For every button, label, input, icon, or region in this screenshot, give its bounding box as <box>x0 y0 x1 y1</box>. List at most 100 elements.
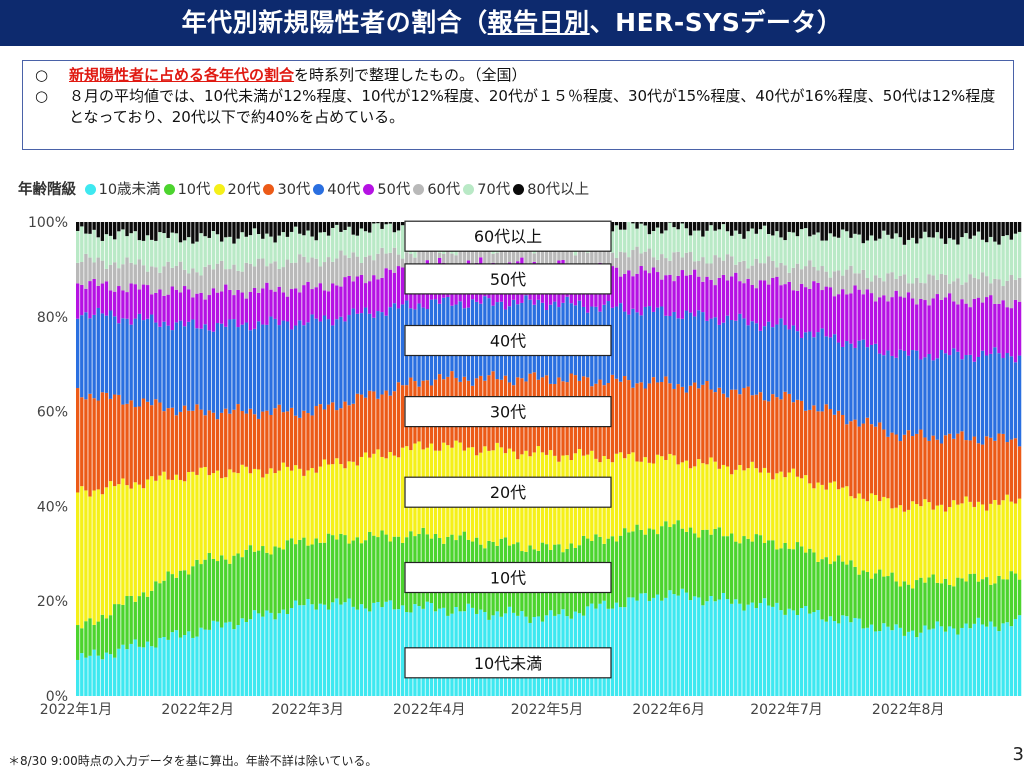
bar-segment <box>285 540 290 614</box>
bar-segment <box>717 222 721 230</box>
bar-segment <box>141 265 146 285</box>
bar-segment <box>207 475 211 553</box>
bar-segment <box>248 235 253 264</box>
bar-segment <box>812 405 816 489</box>
bar-segment <box>450 253 454 265</box>
bar-segment <box>380 247 384 278</box>
bar-segment <box>631 531 635 598</box>
bar-segment <box>195 328 199 405</box>
bar-segment <box>228 319 232 414</box>
bar-segment <box>845 341 849 425</box>
bar-segment <box>787 548 791 609</box>
bar-segment <box>799 222 804 230</box>
bar-segment <box>298 468 302 540</box>
bar-segment <box>256 222 261 235</box>
bar-segment <box>244 222 248 237</box>
bar-segment <box>162 321 166 412</box>
bar-segment <box>886 576 890 627</box>
bar-segment <box>187 237 191 274</box>
bar-segment <box>104 281 109 316</box>
bar-segment <box>293 226 298 263</box>
bar-segment <box>668 383 672 454</box>
bar-segment <box>816 282 820 333</box>
bar-segment <box>947 584 952 627</box>
bar-segment <box>664 258 668 276</box>
bar-segment <box>88 222 92 234</box>
bar-segment <box>705 529 709 602</box>
bar-segment <box>331 261 335 284</box>
bar-segment <box>80 628 84 654</box>
bar-segment <box>219 241 224 261</box>
bar-segment <box>363 540 368 609</box>
bar-segment <box>281 292 286 321</box>
bar-segment <box>302 222 306 236</box>
bar-segment <box>396 609 401 696</box>
bar-segment <box>154 222 158 241</box>
bar-segment <box>273 546 277 620</box>
bar-segment <box>141 488 146 593</box>
bar-segment <box>882 281 886 296</box>
bar-segment <box>804 332 808 411</box>
bar-segment <box>861 628 865 696</box>
bar-segment <box>133 482 137 602</box>
legend-dot-icon <box>313 184 325 195</box>
bar-segment <box>873 343 878 427</box>
bar-segment <box>651 377 656 464</box>
bar-segment <box>129 400 133 489</box>
bar-segment <box>709 225 713 264</box>
bar-segment <box>1017 615 1022 696</box>
bar-segment <box>277 235 281 269</box>
bar-segment <box>80 226 84 262</box>
bar-segment <box>219 260 224 292</box>
bar-segment <box>692 261 697 270</box>
bar-segment <box>215 292 220 324</box>
bar-segment <box>680 257 684 271</box>
bar-segment <box>853 222 857 234</box>
bar-segment <box>947 238 952 284</box>
bar-segment <box>314 222 318 241</box>
bar-segment <box>701 281 705 313</box>
bar-segment <box>902 434 907 512</box>
bar-segment <box>158 222 162 233</box>
bar-segment <box>195 404 199 475</box>
bar-segment <box>692 533 697 597</box>
bar-segment <box>672 222 676 228</box>
bar-segment <box>668 260 672 275</box>
bar-segment <box>643 225 647 252</box>
bar-segment <box>952 500 956 587</box>
bar-segment <box>980 504 985 580</box>
bar-segment <box>363 307 368 398</box>
bar-segment <box>199 292 203 329</box>
bar-segment <box>754 258 759 289</box>
bar-segment <box>791 468 796 550</box>
bar-segment <box>137 406 142 485</box>
bar-segment <box>869 293 874 345</box>
bar-segment <box>203 324 207 416</box>
legend-item: 50代 <box>363 178 410 199</box>
bar-segment <box>993 499 997 584</box>
bar-segment <box>721 322 726 394</box>
bar-segment <box>104 234 109 269</box>
bar-segment <box>355 256 360 277</box>
bar-segment <box>170 632 174 696</box>
bar-segment <box>812 281 816 338</box>
bar-segment <box>894 434 898 508</box>
bar-segment <box>923 625 927 696</box>
band-label-text: 10代未満 <box>474 654 542 673</box>
bar-segment <box>137 240 142 260</box>
bar-segment <box>211 412 216 474</box>
bar-segment <box>170 267 174 287</box>
bar-segment <box>133 222 137 232</box>
bar-segment <box>824 271 828 287</box>
bar-segment <box>285 236 290 260</box>
bar-segment <box>923 582 927 626</box>
bar-segment <box>100 260 105 284</box>
bar-segment <box>886 234 890 274</box>
bar-segment <box>170 479 174 575</box>
bar-segment <box>347 222 351 227</box>
bar-segment <box>939 443 944 505</box>
bar-segment <box>174 577 179 631</box>
legend-item: 20代 <box>213 178 260 199</box>
bar-segment <box>742 260 746 284</box>
bar-segment <box>713 285 717 318</box>
